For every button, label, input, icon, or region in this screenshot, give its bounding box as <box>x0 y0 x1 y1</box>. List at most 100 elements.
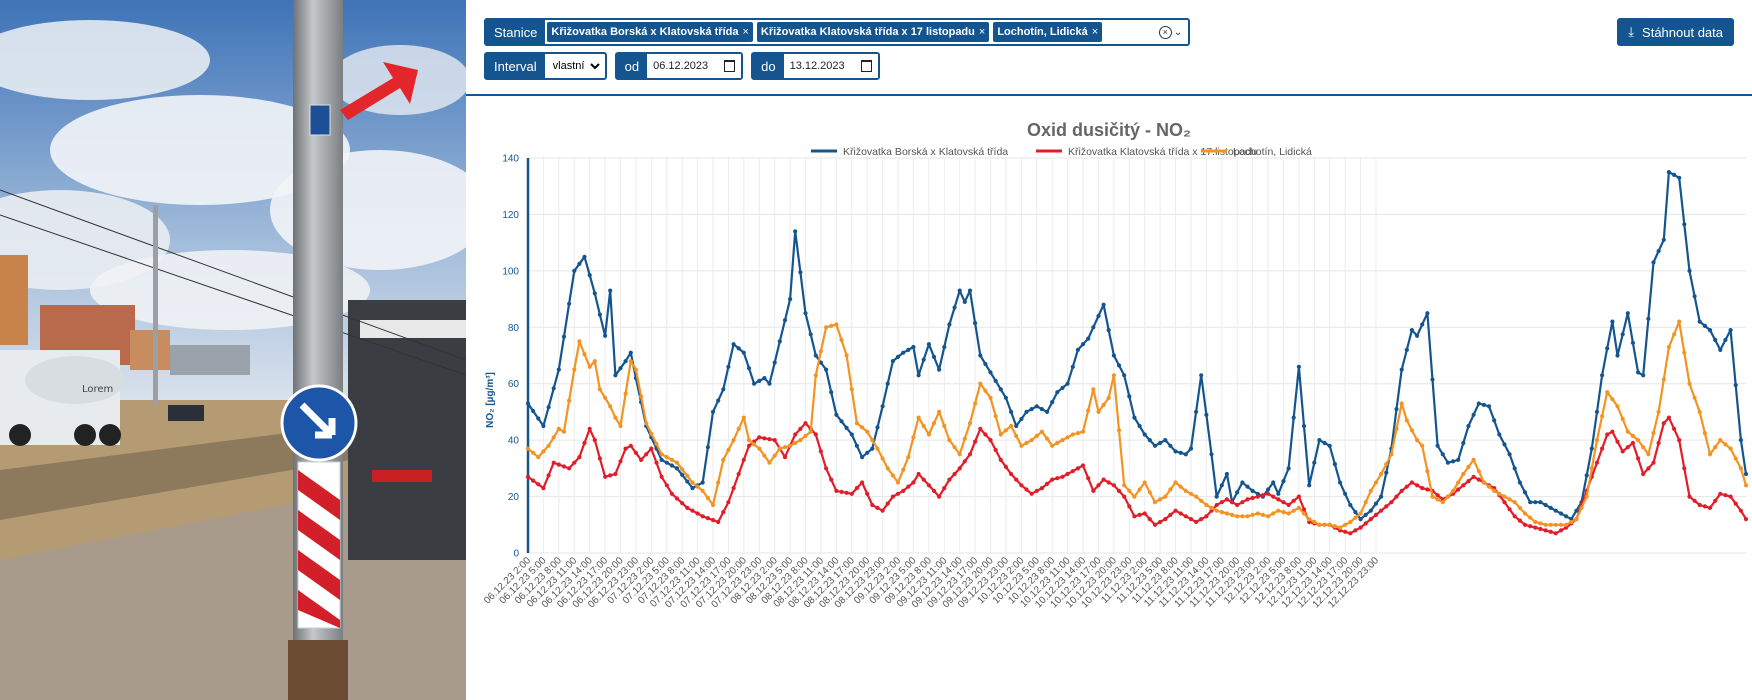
data-point <box>556 426 561 431</box>
data-point <box>1014 423 1019 429</box>
data-point <box>710 518 716 523</box>
data-point <box>546 473 551 478</box>
data-point <box>1538 521 1543 526</box>
data-point <box>1543 522 1548 527</box>
data-point <box>1291 498 1296 503</box>
data-point <box>1034 488 1039 493</box>
data-point <box>798 270 803 275</box>
data-point <box>865 491 870 496</box>
data-point <box>1368 488 1373 493</box>
data-point <box>1250 488 1255 493</box>
data-point <box>1605 346 1610 351</box>
data-point <box>1276 491 1281 496</box>
data-point <box>1620 332 1625 337</box>
data-point <box>1152 500 1158 505</box>
data-point <box>1137 512 1142 517</box>
data-point <box>1440 452 1445 457</box>
data-point <box>1445 494 1450 499</box>
data-point <box>721 457 726 462</box>
date-to-input[interactable]: 13.12.2023 <box>783 54 878 78</box>
data-point <box>1702 431 1707 436</box>
data-point <box>690 508 695 513</box>
data-point <box>1507 452 1512 457</box>
clear-circle-icon[interactable]: × <box>1158 25 1172 39</box>
data-point <box>1343 522 1348 527</box>
data-point <box>931 488 937 493</box>
remove-station-icon[interactable]: × <box>742 26 749 38</box>
data-point <box>1522 511 1528 516</box>
data-point <box>803 421 808 426</box>
data-point <box>1260 493 1265 498</box>
data-point <box>654 460 659 465</box>
data-point <box>1281 500 1286 505</box>
data-point <box>1245 484 1250 489</box>
data-point <box>1168 443 1173 448</box>
data-point <box>659 452 664 457</box>
data-point <box>1743 483 1749 488</box>
data-point <box>649 431 654 436</box>
data-point <box>1425 311 1430 316</box>
data-point <box>1384 462 1389 467</box>
data-point <box>880 404 885 409</box>
data-point <box>1656 440 1661 446</box>
data-point <box>674 466 680 471</box>
data-point <box>1039 486 1044 491</box>
calendar-icon[interactable] <box>860 60 872 72</box>
data-point <box>767 437 772 442</box>
download-data-button[interactable]: ⤓ Stáhnout data <box>1617 18 1734 46</box>
data-point <box>1096 409 1101 414</box>
data-point <box>875 505 880 510</box>
remove-station-icon[interactable]: × <box>1091 26 1099 38</box>
data-point <box>839 419 844 424</box>
data-point <box>1363 521 1368 526</box>
chart-series <box>525 170 1749 536</box>
remove-station-icon[interactable]: × <box>978 26 986 38</box>
data-point <box>1538 526 1543 532</box>
data-point <box>716 480 721 485</box>
data-point <box>1122 373 1127 378</box>
data-point <box>1368 517 1373 522</box>
interval-select[interactable]: vlastní <box>546 54 603 78</box>
data-point <box>1553 522 1558 527</box>
data-point <box>1363 512 1368 517</box>
data-point <box>1050 400 1055 405</box>
calendar-icon[interactable] <box>724 60 736 72</box>
data-point <box>525 401 531 406</box>
data-point <box>962 299 967 304</box>
chevron-down-icon[interactable]: ⌄ <box>1173 26 1183 38</box>
data-point <box>1548 522 1553 527</box>
station-select[interactable]: Stanice Křižovatka Borská x Klatovská tř… <box>484 18 1191 46</box>
data-point <box>952 445 957 450</box>
data-point <box>1332 462 1337 467</box>
data-point <box>1682 222 1687 227</box>
date-from-input[interactable]: 06.12.2023 <box>647 54 742 78</box>
data-point <box>1481 480 1486 485</box>
chart-legend: Křižovatka Borská x Klatovská třída Křižo… <box>811 146 1312 158</box>
y-tick-label: 80 <box>508 323 520 334</box>
y-axis-label: NO₂ [µg/m³] <box>485 372 496 428</box>
data-point <box>1368 508 1373 513</box>
data-point <box>541 423 546 429</box>
data-point <box>1132 415 1137 420</box>
data-point <box>1415 333 1420 338</box>
data-point <box>906 484 911 489</box>
data-point <box>1271 480 1276 485</box>
data-point <box>813 353 818 358</box>
data-point <box>1656 409 1661 414</box>
data-point <box>1194 494 1199 499</box>
data-point <box>1050 443 1055 448</box>
y-tick-label: 100 <box>502 266 519 277</box>
data-point <box>1666 170 1671 175</box>
data-point <box>860 480 865 485</box>
series-line <box>527 416 1747 535</box>
data-point <box>1641 445 1646 450</box>
data-point <box>1255 494 1260 499</box>
data-point <box>1271 511 1276 516</box>
data-point <box>1255 511 1260 516</box>
data-point <box>1461 483 1466 488</box>
data-point <box>1574 517 1579 522</box>
data-point <box>772 453 777 458</box>
data-point <box>1471 412 1476 417</box>
data-point <box>1517 480 1522 485</box>
data-point <box>695 511 700 516</box>
